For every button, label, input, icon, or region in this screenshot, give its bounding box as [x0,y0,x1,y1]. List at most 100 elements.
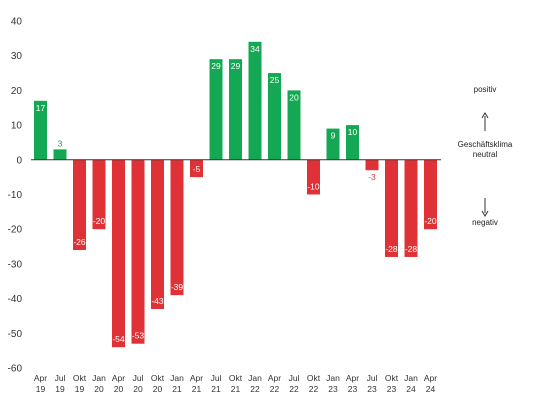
data-label: -20 [93,216,106,226]
bar [170,159,184,296]
bar [229,59,242,160]
x-tick-label-month: Apr [268,373,281,383]
data-label: 29 [211,61,221,71]
x-tick-label-year: 23 [367,384,377,394]
x-tick-label-year: 21 [231,384,241,394]
bar [307,159,320,195]
x-tick-label-year: 23 [348,384,358,394]
data-label: -20 [424,216,437,226]
legend-negative-label: negativ [472,218,498,227]
x-tick-label-month: Apr [34,373,47,383]
x-tick-label-month: Jan [404,373,418,383]
data-label: -28 [405,244,418,254]
y-tick-label: -50 [8,329,23,340]
bar [112,159,125,348]
legend: positiv Geschäftsklima neutral negativ [458,85,513,227]
x-tick-label-year: 23 [387,384,397,394]
data-label: -5 [193,164,201,174]
x-tick-label-month: Jul [289,373,300,383]
y-tick-label: -10 [8,190,23,201]
x-tick-label-year: 19 [55,384,65,394]
bar [248,41,262,160]
data-label: 34 [250,44,260,54]
x-tick-label-year: 22 [309,384,319,394]
x-tick-label-year: 21 [192,384,202,394]
x-tick-label-month: Jan [92,373,106,383]
x-tick-label-month: Apr [190,373,203,383]
y-tick-label: 30 [11,51,23,62]
up-arrow-icon [481,112,489,131]
data-label: 17 [36,103,46,113]
x-tick-label-year: 21 [172,384,182,394]
x-tick-label-month: Apr [424,373,437,383]
x-tick-label-year: 20 [114,384,124,394]
x-tick-label-month: Okt [307,373,321,383]
x-tick-label-month: Jul [55,373,66,383]
bar [34,100,47,160]
bar [131,159,145,344]
y-tick-label: -20 [8,225,23,236]
x-tick-label-year: 22 [250,384,260,394]
y-tick-label: -30 [8,259,23,270]
bar [404,159,418,257]
x-tick-label-year: 19 [75,384,85,394]
x-tick-label-year: 24 [426,384,436,394]
y-tick-label: -60 [8,364,23,375]
y-tick-label: -40 [8,294,23,305]
x-tick-label-month: Jul [211,373,222,383]
data-label: 3 [58,138,63,148]
x-tick-label-month: Okt [385,373,399,383]
x-tick-label-year: 19 [36,384,46,394]
legend-positive-label: positiv [474,85,497,94]
x-tick-label-year: 22 [270,384,280,394]
x-tick-label-month: Jul [133,373,144,383]
x-tick-label-month: Jul [367,373,378,383]
x-tick-label-month: Apr [346,373,359,383]
x-tick-label-month: Okt [229,373,243,383]
bar [268,73,281,160]
bar [346,125,359,160]
x-tick-label-year: 23 [328,384,338,394]
bars: 17 3 -26 -20 -54 -53 -43 -39 -5 29 29 34 25 20 -10 9 10 -… [34,41,437,348]
data-label: 20 [289,92,299,102]
bar [92,159,106,230]
bar [73,159,86,251]
x-tick-label-year: 20 [94,384,104,394]
bar [190,159,203,178]
data-label: -26 [73,237,86,247]
x-tick-label-month: Okt [151,373,165,383]
x-tick-label-month: Jan [170,373,184,383]
y-tick-label: 20 [11,86,23,97]
x-axis-ticks: Apr19Jul19Okt19Jan20Apr20Jul20Okt20Jan21… [34,373,437,394]
x-tick-label-year: 22 [289,384,299,394]
bar [385,159,398,257]
bar [326,128,340,160]
x-tick-label-month: Okt [73,373,87,383]
data-label: 9 [331,131,336,141]
data-label: -10 [307,182,320,192]
data-label: 10 [348,127,358,137]
bar [287,90,301,160]
y-tick-label: 10 [11,121,23,132]
data-label: -54 [112,334,125,344]
data-label: -39 [171,282,184,292]
x-tick-label-year: 21 [211,384,221,394]
bar [53,149,67,160]
down-arrow-icon [481,198,489,217]
y-tick-label: 0 [16,155,22,166]
x-tick-label-month: Jan [248,373,262,383]
data-label: -53 [132,331,145,341]
data-label: -3 [368,172,376,182]
bar [424,159,437,230]
x-tick-label-year: 20 [153,384,163,394]
data-label: 25 [270,75,280,85]
bar [365,159,379,171]
x-tick-label-year: 20 [133,384,143,394]
y-axis-ticks: 40 30 20 10 0 -10 -20 -30 -40 -50 -60 [8,17,23,375]
data-label: -43 [151,296,164,306]
x-tick-label-month: Jan [326,373,340,383]
y-tick-label: 40 [11,17,23,28]
legend-neutral-label-line1: Geschäftsklima [458,140,513,149]
data-label: -28 [385,244,398,254]
